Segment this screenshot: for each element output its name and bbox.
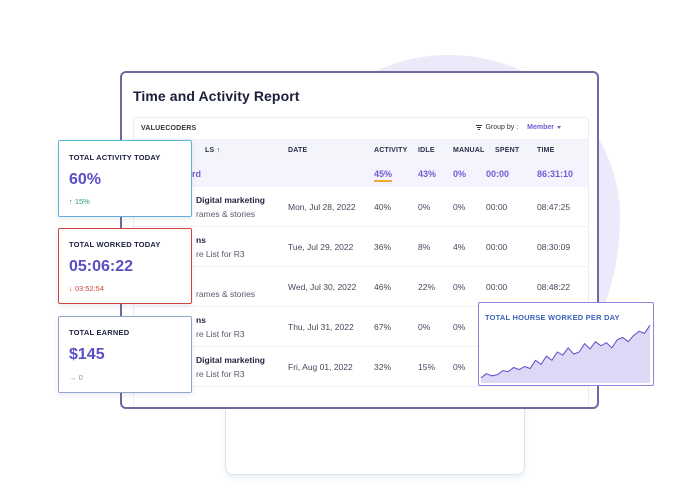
column-header-members[interactable]: LS ↑ xyxy=(205,147,221,154)
column-header-activity[interactable]: ACTIVITY xyxy=(374,147,408,154)
total-earned-card: TOTAL EARNED $145 → 0 xyxy=(58,316,192,393)
row-task: re List for R3 xyxy=(196,369,245,379)
row-manual: 0% xyxy=(453,362,466,372)
table-header: LS ↑ DATE ACTIVITY IDLE MANUAL SPENT TIM… xyxy=(134,140,588,160)
summary-time: 86:31:10 xyxy=(537,169,574,179)
column-header-spent[interactable]: SPENT xyxy=(495,147,520,154)
hours-worked-area-chart xyxy=(480,324,651,383)
row-spent: 00:00 xyxy=(486,242,508,252)
stat-label: TOTAL WORKED TODAY xyxy=(69,240,161,249)
row-idle: 0% xyxy=(418,202,431,212)
row-manual: 4% xyxy=(453,242,466,252)
row-date: Mon, Jul 28, 2022 xyxy=(288,202,356,212)
row-project: ns xyxy=(196,235,206,245)
table-summary-row[interactable]: rd 45% 43% 0% 00:00 86:31:10 xyxy=(134,160,588,187)
row-activity: 40% xyxy=(374,202,392,212)
row-idle: 22% xyxy=(418,282,436,292)
group-by-label: Group by : xyxy=(485,124,519,131)
organization-name: VALUECODERS xyxy=(141,125,197,132)
summary-spent: 00:00 xyxy=(486,169,510,179)
row-time: 08:30:09 xyxy=(537,242,571,252)
table-row[interactable]: ns re List for R3 Tue, Jul 29, 2022 36% … xyxy=(134,227,588,267)
row-date: Tue, Jul 29, 2022 xyxy=(288,242,354,252)
group-by-control[interactable]: Group by : Member xyxy=(476,124,561,131)
area-line xyxy=(480,324,651,379)
report-table: VALUECODERS Group by : Member LS ↑ DATE … xyxy=(133,117,589,407)
row-project: Digital marketing xyxy=(196,195,265,205)
stat-value: 05:06:22 xyxy=(69,258,134,275)
row-activity: 32% xyxy=(374,362,392,372)
table-row[interactable]: rames & stories Wed, Jul 30, 2022 46% 22… xyxy=(134,267,588,307)
summary-activity: 45% xyxy=(374,169,393,182)
column-header-manual[interactable]: MANUAL xyxy=(453,147,485,154)
row-time: 08:48:22 xyxy=(537,282,571,292)
row-activity: 36% xyxy=(374,242,392,252)
column-header-date[interactable]: DATE xyxy=(288,147,308,154)
row-time: 08:47:25 xyxy=(537,202,571,212)
chevron-down-icon xyxy=(557,126,561,129)
row-manual: 0% xyxy=(453,322,466,332)
summary-manual: 0% xyxy=(453,169,467,179)
row-spent: 00:00 xyxy=(486,282,508,292)
row-idle: 8% xyxy=(418,242,431,252)
stat-delta: ↓ 03:52:54 xyxy=(69,284,105,293)
row-spent: 00:00 xyxy=(486,202,508,212)
total-activity-card: TOTAL ACTIVITY TODAY 60% ↑ 15% xyxy=(58,140,192,217)
stat-delta: → 0 xyxy=(69,373,83,382)
stat-delta: ↑ 15% xyxy=(69,197,90,206)
column-header-idle[interactable]: IDLE xyxy=(418,147,435,154)
hours-worked-chart-card: TOTAL HOURSE WORKED PER DAY xyxy=(478,302,654,386)
row-date: Thu, Jul 31, 2022 xyxy=(288,322,354,332)
column-header-time[interactable]: TIME xyxy=(537,147,555,154)
stat-label: TOTAL EARNED xyxy=(69,328,130,337)
filter-icon xyxy=(476,124,483,131)
group-by-select[interactable]: Member xyxy=(527,124,561,131)
table-row[interactable]: Digital marketing rames & stories Mon, J… xyxy=(134,187,588,227)
summary-idle: 43% xyxy=(418,169,437,179)
row-task: re List for R3 xyxy=(196,249,245,259)
row-project: ns xyxy=(196,315,206,325)
row-task: re List for R3 xyxy=(196,329,245,339)
stat-label: TOTAL ACTIVITY TODAY xyxy=(69,153,161,162)
stat-value: $145 xyxy=(69,346,105,363)
stat-value: 60% xyxy=(69,171,102,188)
chart-title: TOTAL HOURSE WORKED PER DAY xyxy=(485,313,620,322)
row-manual: 0% xyxy=(453,282,466,292)
page-title: Time and Activity Report xyxy=(133,88,300,104)
row-activity: 67% xyxy=(374,322,392,332)
summary-member: rd xyxy=(192,169,201,179)
row-activity: 46% xyxy=(374,282,392,292)
row-idle: 15% xyxy=(418,362,436,372)
total-worked-card: TOTAL WORKED TODAY 05:06:22 ↓ 03:52:54 xyxy=(58,228,192,304)
row-task: rames & stories xyxy=(196,209,256,219)
area-fill xyxy=(481,325,650,383)
table-toolbar: VALUECODERS Group by : Member xyxy=(134,118,588,140)
row-project: Digital marketing xyxy=(196,355,265,365)
group-by-value: Member xyxy=(527,124,554,131)
row-manual: 0% xyxy=(453,202,466,212)
table-row[interactable]: Digital marketing re List for R3 Fri, Au… xyxy=(134,347,588,387)
row-date: Fri, Aug 01, 2022 xyxy=(288,362,353,372)
row-date: Wed, Jul 30, 2022 xyxy=(288,282,357,292)
row-idle: 0% xyxy=(418,322,431,332)
table-row[interactable]: ns re List for R3 Thu, Jul 31, 2022 67% … xyxy=(134,307,588,347)
row-task: rames & stories xyxy=(196,289,256,299)
